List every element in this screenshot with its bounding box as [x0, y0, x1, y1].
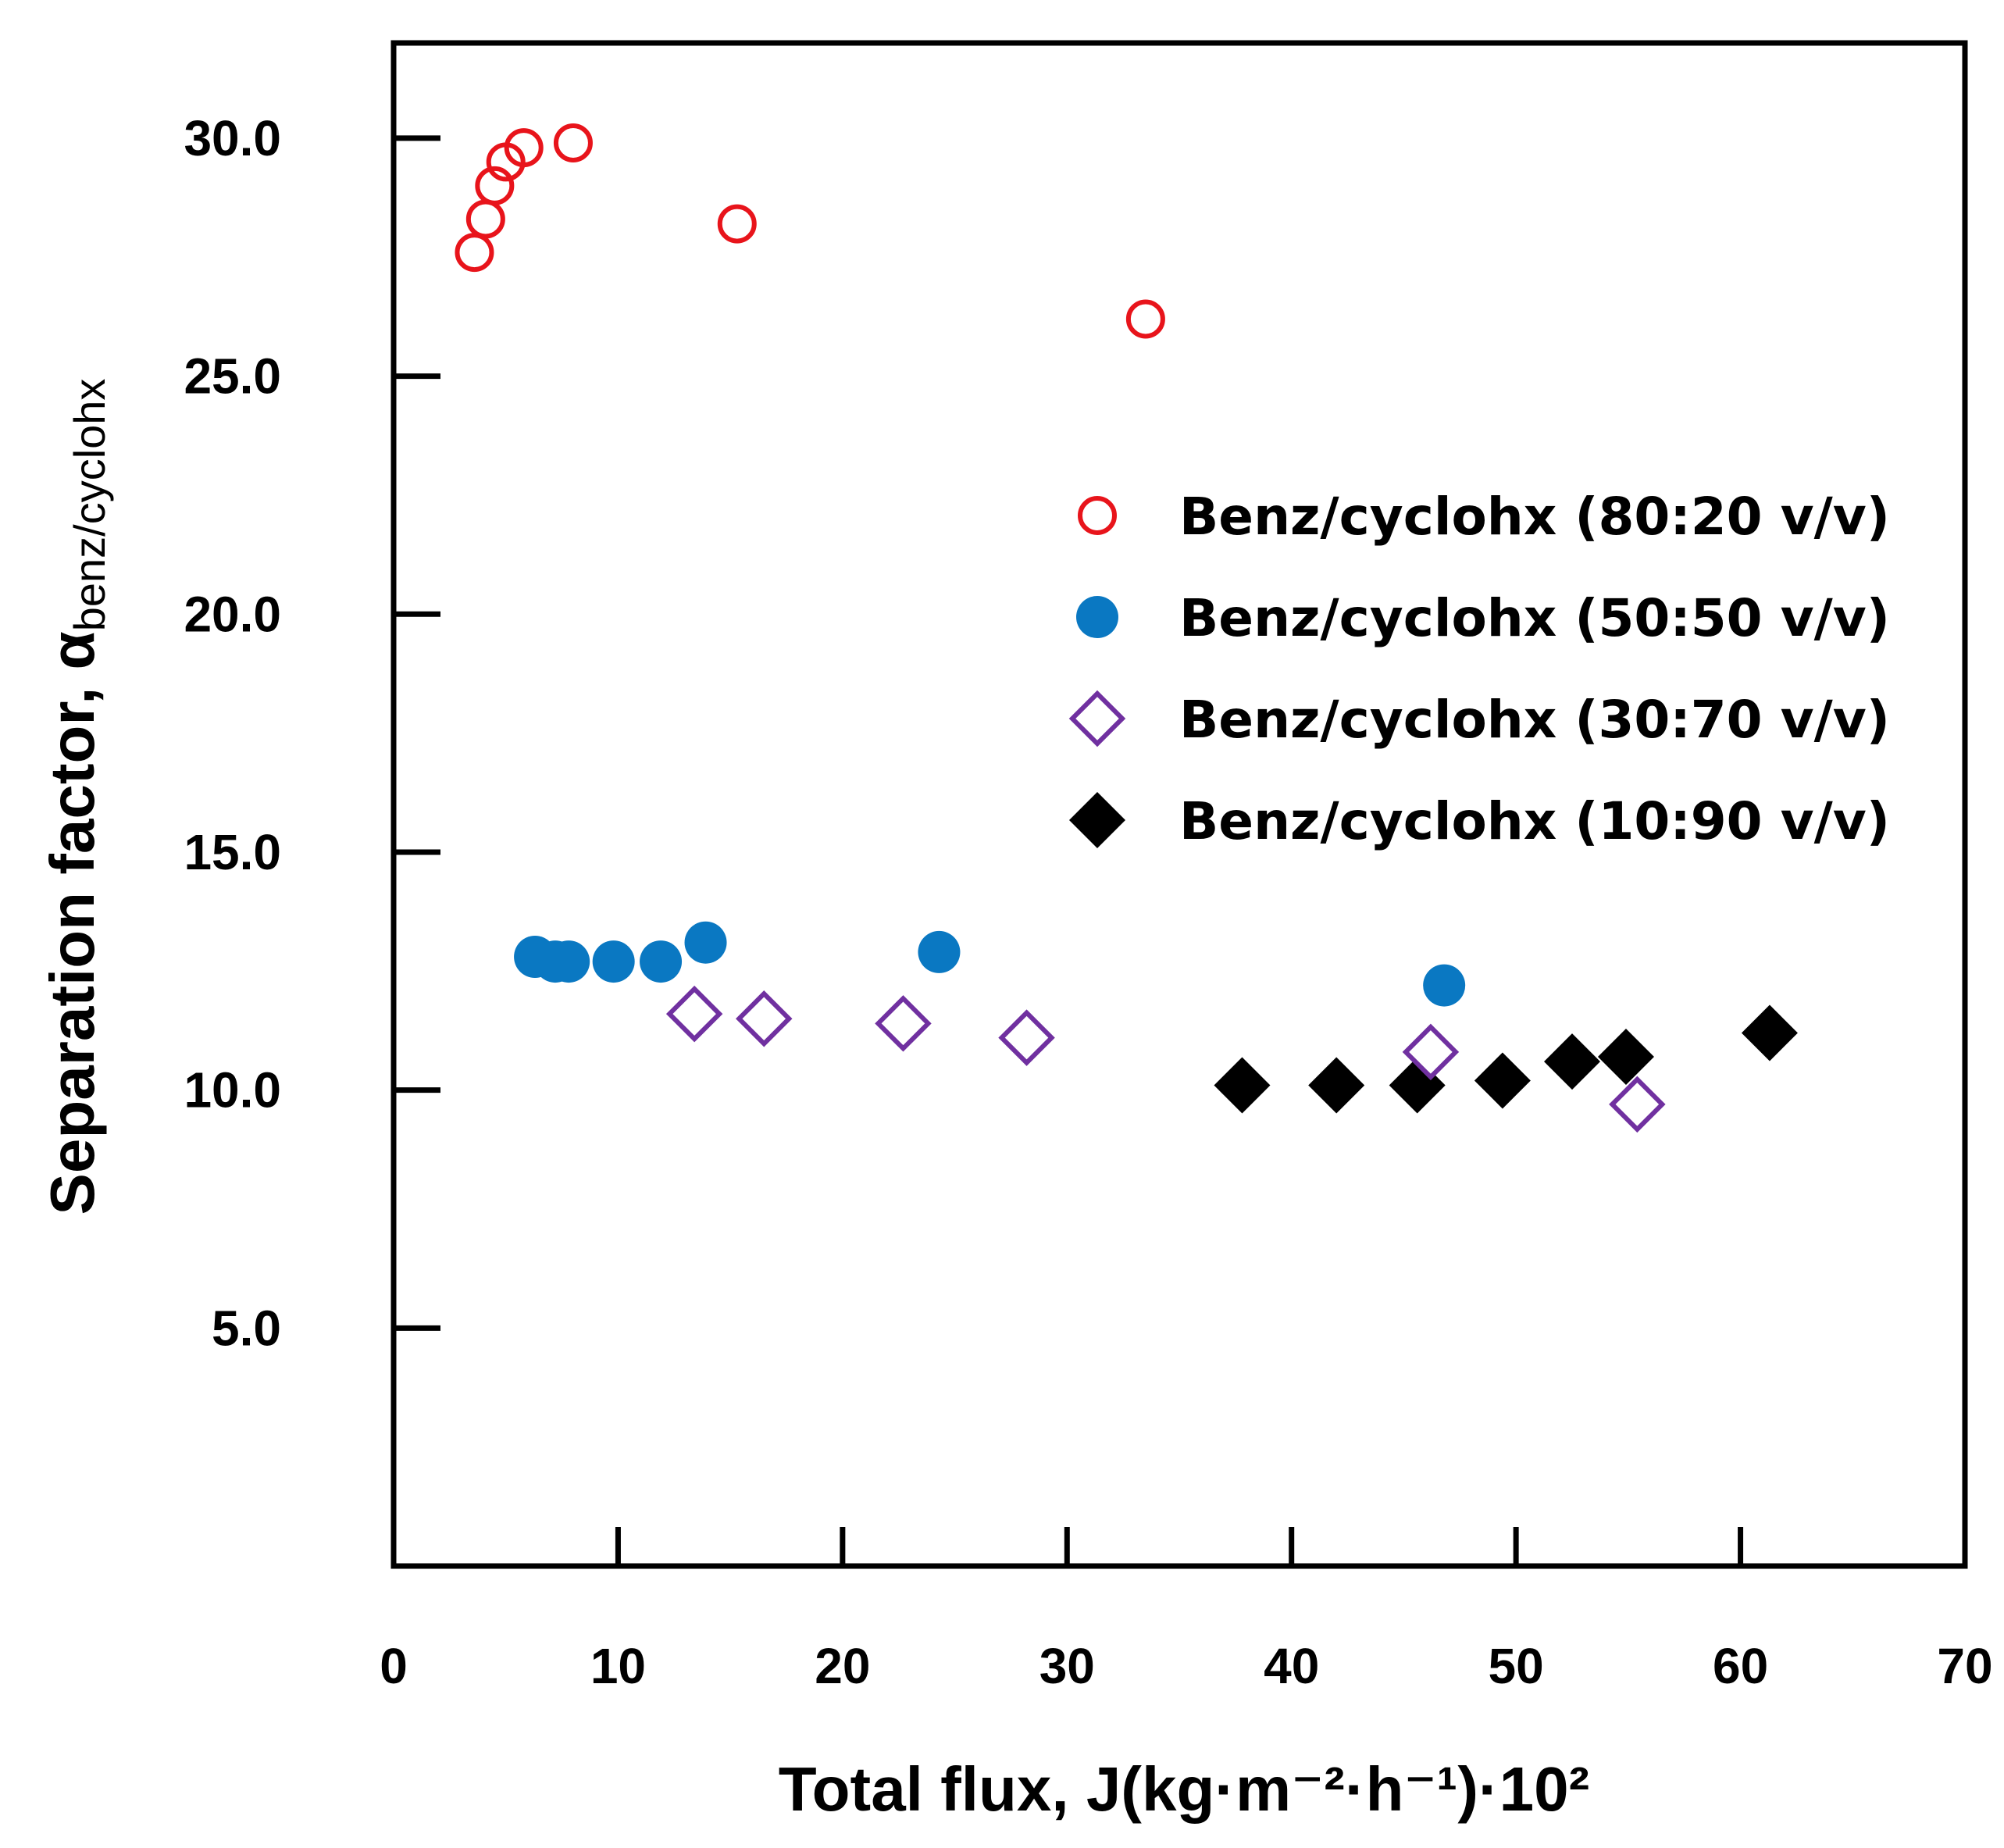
- legend-label: Benz/cyclohx (80:20 v/v): [1179, 487, 1890, 547]
- legend-marker: [1076, 596, 1118, 638]
- data-point: [1597, 1028, 1654, 1085]
- data-point: [684, 921, 727, 964]
- y-tick-label: 25.0: [184, 348, 281, 405]
- x-tick-label: 30: [1039, 1638, 1095, 1694]
- data-point: [1308, 1057, 1365, 1114]
- data-markers: [455, 123, 1798, 1133]
- x-tick-label: 10: [590, 1638, 646, 1694]
- data-point: [553, 123, 593, 162]
- data-point: [736, 990, 793, 1047]
- x-tick-label: 60: [1713, 1638, 1768, 1694]
- data-point: [1125, 299, 1165, 339]
- data-point: [640, 940, 683, 983]
- data-point: [875, 995, 932, 1052]
- legend-marker: [1078, 496, 1117, 535]
- legend-label: Benz/cyclohx (50:50 v/v): [1179, 588, 1890, 648]
- y-axis-title-main: Separation factor, α: [37, 631, 107, 1215]
- y-tick-label: 5.0: [212, 1300, 281, 1356]
- data-point: [455, 233, 494, 273]
- legend-label: Benz/cyclohx (10:90 v/v): [1179, 791, 1890, 851]
- legend-item: Benz/cyclohx (50:50 v/v): [1076, 588, 1890, 648]
- series-1: [455, 123, 1165, 339]
- y-tick-label: 30.0: [184, 110, 281, 166]
- x-tick-label: 70: [1937, 1638, 1992, 1694]
- series-3: [665, 985, 1666, 1133]
- data-point: [592, 940, 635, 983]
- x-ticks: 0 10 20 30 40 50 60 70: [380, 1527, 1993, 1694]
- y-tick-label: 15.0: [184, 824, 281, 880]
- legend-label: Benz/cyclohx (30:70 v/v): [1179, 690, 1890, 750]
- data-point: [1741, 1004, 1798, 1061]
- data-point: [918, 930, 961, 973]
- x-tick-label: 20: [815, 1638, 870, 1694]
- x-tick-label: 0: [380, 1638, 408, 1694]
- data-point: [1474, 1052, 1531, 1109]
- series-2: [514, 921, 1466, 1007]
- legend: Benz/cyclohx (80:20 v/v) Benz/cyclohx (50…: [1068, 487, 1890, 851]
- data-point: [998, 1009, 1055, 1066]
- x-axis-title: Total flux, J(kg·m⁻²·h⁻¹)·10²: [779, 1754, 1589, 1824]
- data-point: [1214, 1057, 1271, 1114]
- legend-item: Benz/cyclohx (80:20 v/v): [1078, 487, 1890, 547]
- data-point: [1402, 1023, 1460, 1081]
- y-tick-label: 20.0: [184, 586, 281, 642]
- data-point: [547, 940, 590, 983]
- y-axis-title-subscript: benz/cyclohx: [65, 379, 114, 632]
- data-point: [717, 204, 757, 244]
- data-point: [1423, 964, 1466, 1007]
- legend-item: Benz/cyclohx (30:70 v/v): [1068, 690, 1890, 750]
- data-point: [1544, 1033, 1600, 1090]
- data-point: [504, 128, 544, 168]
- data-point: [475, 166, 515, 205]
- plot-frame: [390, 40, 1968, 1569]
- data-point: [665, 985, 723, 1043]
- x-tick-label: 50: [1489, 1638, 1544, 1694]
- y-axis-title: Separation factor, αbenz/cyclohx: [37, 379, 114, 1215]
- legend-marker: [1069, 792, 1125, 848]
- series-4: [1214, 1004, 1798, 1114]
- legend-item: Benz/cyclohx (10:90 v/v): [1069, 791, 1890, 851]
- y-tick-label: 10.0: [184, 1062, 281, 1118]
- y-ticks: 5.0 10.0 15.0 20.0 25.0 30.0: [184, 110, 440, 1356]
- data-point: [1609, 1076, 1666, 1133]
- legend-marker: [1068, 690, 1126, 747]
- x-tick-label: 40: [1264, 1638, 1319, 1694]
